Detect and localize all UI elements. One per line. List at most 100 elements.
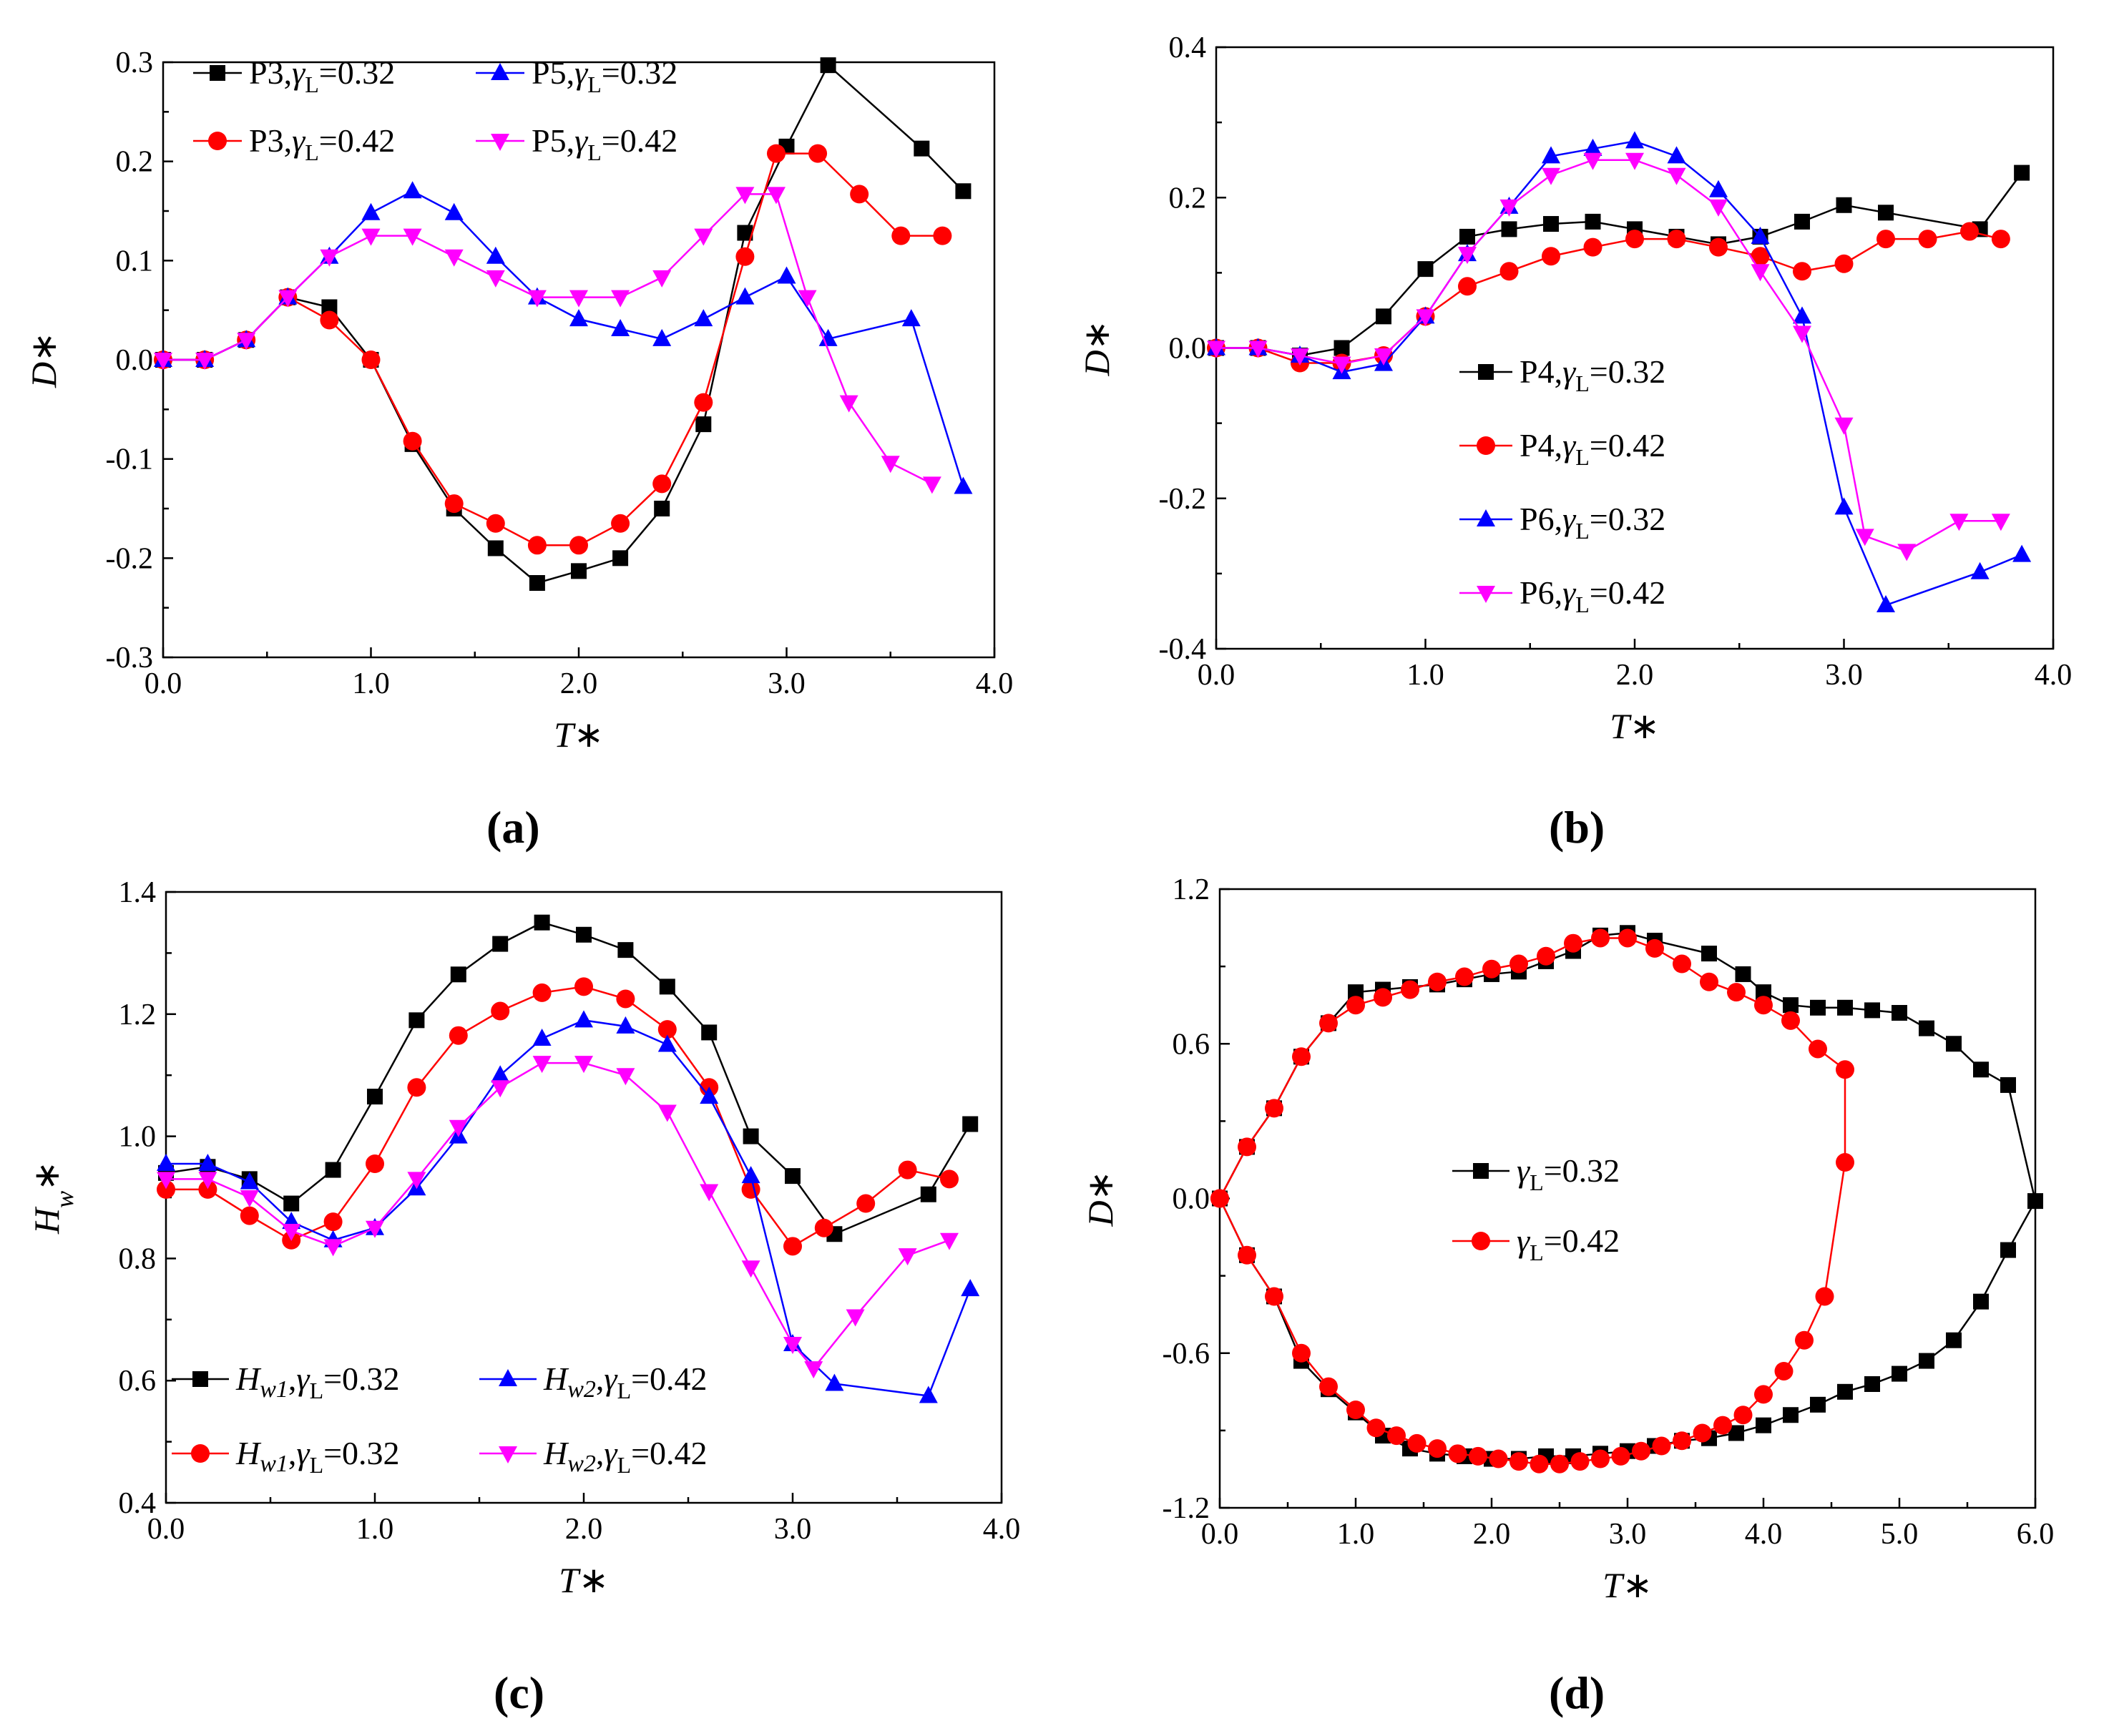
data-point	[1366, 1418, 1386, 1438]
y-tick-label: 0.8	[119, 1242, 157, 1275]
legend-label: Hw1,γL=0.32	[235, 1435, 400, 1478]
data-point	[1709, 237, 1728, 257]
data-point	[1501, 221, 1517, 237]
data-point	[657, 1020, 677, 1039]
data-point	[574, 1056, 593, 1074]
data-point	[1543, 216, 1559, 232]
y-tick-label: 0.2	[116, 146, 154, 179]
data-point	[361, 228, 381, 246]
data-point	[1417, 261, 1434, 278]
series-1	[154, 144, 952, 555]
data-point	[1292, 1343, 1311, 1363]
data-point	[898, 1160, 917, 1180]
data-point	[154, 353, 172, 370]
series-line	[1216, 159, 2001, 552]
data-point	[407, 1172, 426, 1190]
data-point	[1238, 1137, 1256, 1157]
legend-label: Hw2,γL=0.42	[543, 1360, 708, 1403]
data-point	[1709, 199, 1728, 217]
data-point	[616, 1068, 635, 1086]
legend-marker	[210, 65, 225, 81]
y-tick-label: -0.1	[106, 443, 154, 476]
data-point	[901, 309, 921, 327]
data-point	[1855, 529, 1874, 546]
data-point	[278, 290, 298, 308]
legend-item: γL=0.32	[1452, 1152, 1620, 1195]
legend-item: P4,γL=0.32	[1459, 353, 1665, 396]
data-point	[1207, 340, 1225, 358]
data-point	[1810, 999, 1826, 1016]
data-point	[1459, 228, 1475, 245]
data-point	[1991, 514, 2010, 531]
series-line	[1218, 937, 1846, 1465]
data-point	[1693, 1423, 1712, 1443]
data-point	[1591, 1449, 1610, 1468]
data-point	[891, 226, 911, 245]
data-point	[741, 1166, 760, 1184]
y-tick-label: 1.4	[119, 876, 157, 909]
data-point	[1809, 1039, 1827, 1059]
data-point	[735, 287, 755, 305]
legend-label: P3,γL=0.32	[249, 54, 395, 97]
data-point	[1751, 226, 1770, 244]
legend-item: P6,γL=0.32	[1459, 501, 1665, 544]
series-3	[1207, 152, 2010, 561]
data-point	[325, 1162, 341, 1178]
data-point	[2012, 544, 2032, 562]
data-point	[1751, 264, 1770, 282]
data-point	[1970, 561, 1990, 579]
data-point	[1949, 514, 1969, 531]
data-point	[1701, 946, 1717, 962]
data-point	[700, 1184, 719, 1202]
x-tick-label: 1.0	[1406, 659, 1444, 692]
data-point	[1509, 1452, 1528, 1471]
data-point	[283, 1195, 300, 1212]
data-point	[1837, 999, 1853, 1016]
data-point	[1876, 595, 1895, 613]
legend-marker	[1473, 1163, 1489, 1179]
chart-b: 0.0 1.0 2.0 3.0 4.0 -0.4 -0.2 0.0 0.2 0.4 T∗ D∗ P4,γ…	[1077, 31, 2072, 746]
data-point	[616, 1016, 635, 1034]
data-point	[527, 290, 547, 308]
y-tick-label: -0.6	[1163, 1338, 1210, 1370]
data-point	[1585, 213, 1601, 230]
data-point	[1428, 1439, 1447, 1458]
legend-marker	[1477, 509, 1495, 526]
data-point	[1754, 1385, 1773, 1404]
data-point	[282, 1223, 301, 1241]
data-point	[532, 1056, 552, 1074]
data-point	[611, 319, 630, 337]
data-point	[616, 989, 635, 1009]
data-point	[1960, 222, 1979, 241]
data-point	[785, 1168, 801, 1185]
data-point	[366, 1220, 384, 1238]
data-point	[783, 1336, 802, 1354]
data-point	[1837, 1383, 1853, 1400]
data-point	[1469, 1446, 1487, 1466]
data-point	[914, 140, 930, 157]
data-point	[856, 1194, 876, 1213]
data-point	[1248, 340, 1268, 358]
data-point	[571, 563, 587, 579]
data-point	[1733, 1406, 1753, 1425]
data-point	[574, 977, 593, 996]
data-point	[361, 202, 381, 220]
x-tick-label: 4.0	[976, 667, 1014, 700]
data-point	[659, 979, 675, 995]
legend-label: P6,γL=0.32	[1520, 501, 1665, 544]
legend-marker	[208, 132, 227, 150]
data-point	[1489, 1449, 1508, 1468]
data-point	[1727, 983, 1746, 1002]
data-point	[486, 270, 505, 288]
data-point	[954, 476, 973, 494]
data-point	[1210, 1189, 1229, 1208]
data-point	[1815, 1287, 1834, 1306]
data-point	[2000, 1077, 2016, 1093]
legend-item: P6,γL=0.42	[1459, 574, 1665, 617]
data-point	[798, 290, 817, 308]
x-tick-label: 0.0	[1201, 1518, 1239, 1551]
data-point	[1499, 262, 1519, 281]
data-point	[361, 350, 381, 369]
data-point	[1542, 167, 1560, 185]
